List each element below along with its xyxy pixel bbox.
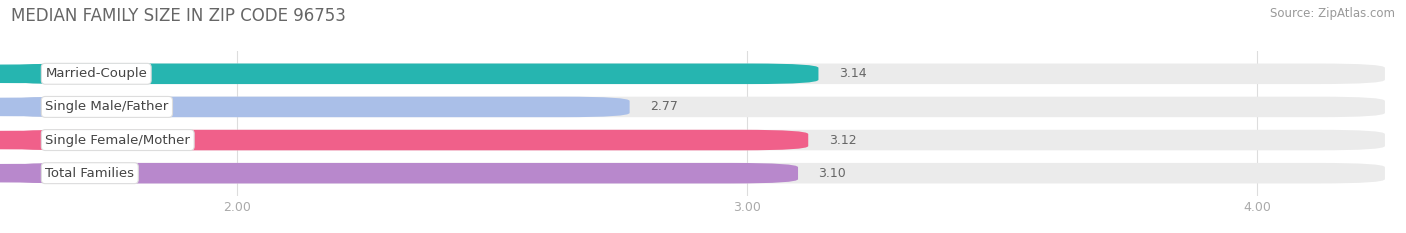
Text: Single Male/Father: Single Male/Father [45,100,169,113]
Text: 3.12: 3.12 [828,134,856,147]
Text: 2.77: 2.77 [650,100,678,113]
FancyBboxPatch shape [7,64,818,84]
FancyBboxPatch shape [7,64,1385,84]
FancyBboxPatch shape [7,97,630,117]
FancyBboxPatch shape [7,163,1385,183]
FancyBboxPatch shape [7,130,808,150]
FancyBboxPatch shape [7,163,799,183]
Text: 3.10: 3.10 [818,167,846,180]
Text: Single Female/Mother: Single Female/Mother [45,134,190,147]
Text: 3.14: 3.14 [839,67,866,80]
Text: Married-Couple: Married-Couple [45,67,148,80]
FancyBboxPatch shape [7,130,1385,150]
Circle shape [0,65,153,82]
Text: Source: ZipAtlas.com: Source: ZipAtlas.com [1270,7,1395,20]
Circle shape [0,98,153,116]
Text: MEDIAN FAMILY SIZE IN ZIP CODE 96753: MEDIAN FAMILY SIZE IN ZIP CODE 96753 [11,7,346,25]
Circle shape [0,164,153,182]
Text: Total Families: Total Families [45,167,135,180]
FancyBboxPatch shape [7,97,1385,117]
Circle shape [0,131,153,149]
